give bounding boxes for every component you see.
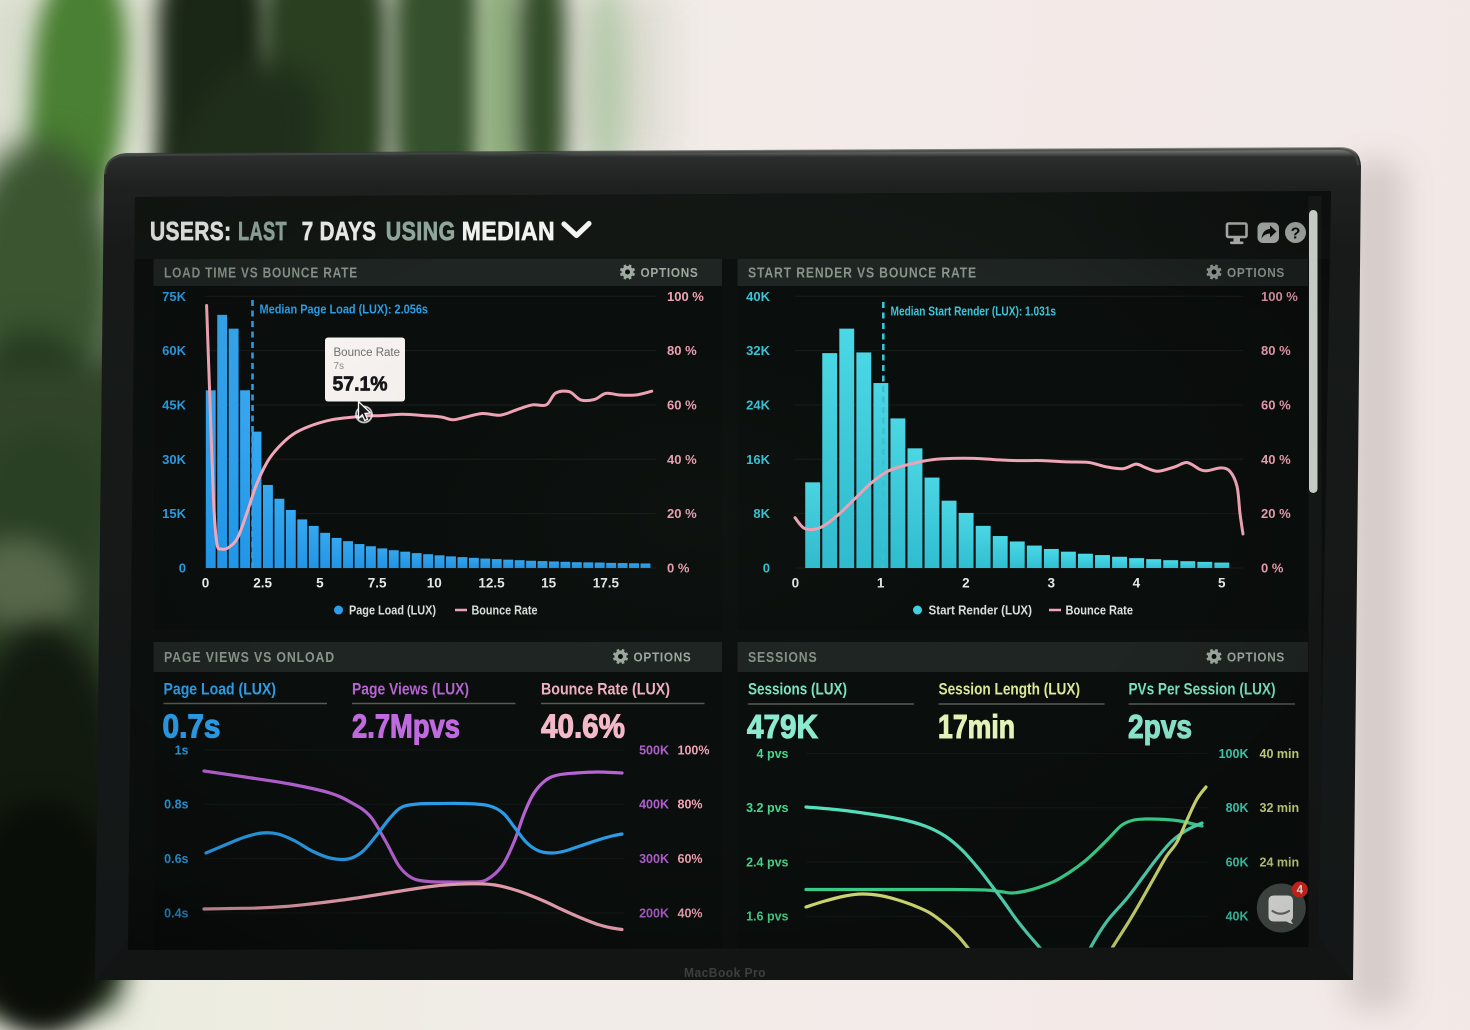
svg-text:MacBook Pro: MacBook Pro — [684, 966, 766, 980]
